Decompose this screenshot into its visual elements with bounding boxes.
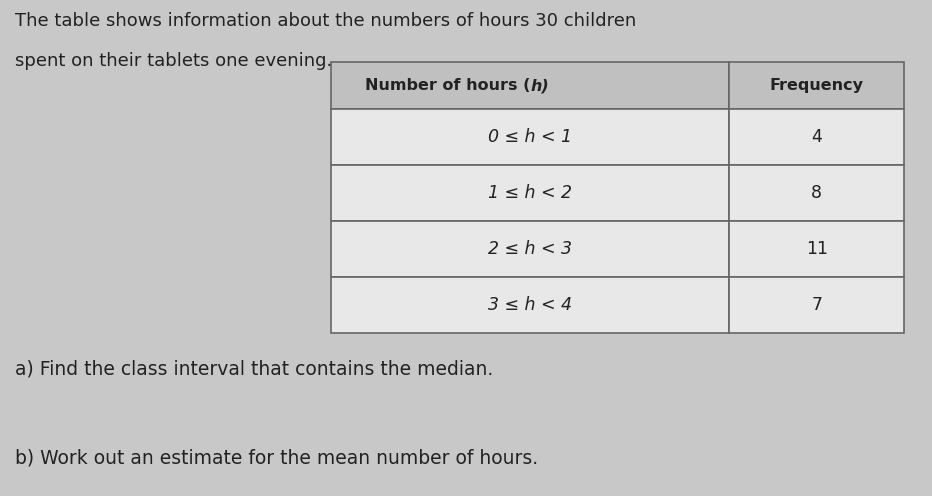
Text: 0 ≤ h < 1: 0 ≤ h < 1	[488, 128, 572, 146]
Bar	[331, 277, 729, 333]
Text: 2 ≤ h < 3: 2 ≤ h < 3	[488, 240, 572, 258]
Text: spent on their tablets one evening.: spent on their tablets one evening.	[15, 52, 332, 70]
Text: 11: 11	[805, 240, 828, 258]
Text: 1 ≤ h < 2: 1 ≤ h < 2	[488, 184, 572, 202]
Text: a) Find the class interval that contains the median.: a) Find the class interval that contains…	[15, 360, 493, 378]
Bar	[729, 221, 904, 277]
Text: h): h)	[530, 78, 549, 93]
Bar	[729, 62, 904, 109]
Text: 8: 8	[811, 184, 822, 202]
Text: 7: 7	[811, 296, 822, 314]
Text: b) Work out an estimate for the mean number of hours.: b) Work out an estimate for the mean num…	[15, 449, 538, 468]
Bar	[729, 165, 904, 221]
Bar	[331, 165, 729, 221]
Bar	[331, 109, 729, 165]
Text: 3 ≤ h < 4: 3 ≤ h < 4	[488, 296, 572, 314]
Text: 4: 4	[811, 128, 822, 146]
Text: Number of hours (: Number of hours (	[364, 78, 530, 93]
Text: The table shows information about the numbers of hours 30 children: The table shows information about the nu…	[15, 12, 637, 30]
Bar	[331, 62, 729, 109]
Bar	[331, 221, 729, 277]
Bar	[729, 109, 904, 165]
Bar	[729, 277, 904, 333]
Text: Frequency: Frequency	[770, 78, 864, 93]
